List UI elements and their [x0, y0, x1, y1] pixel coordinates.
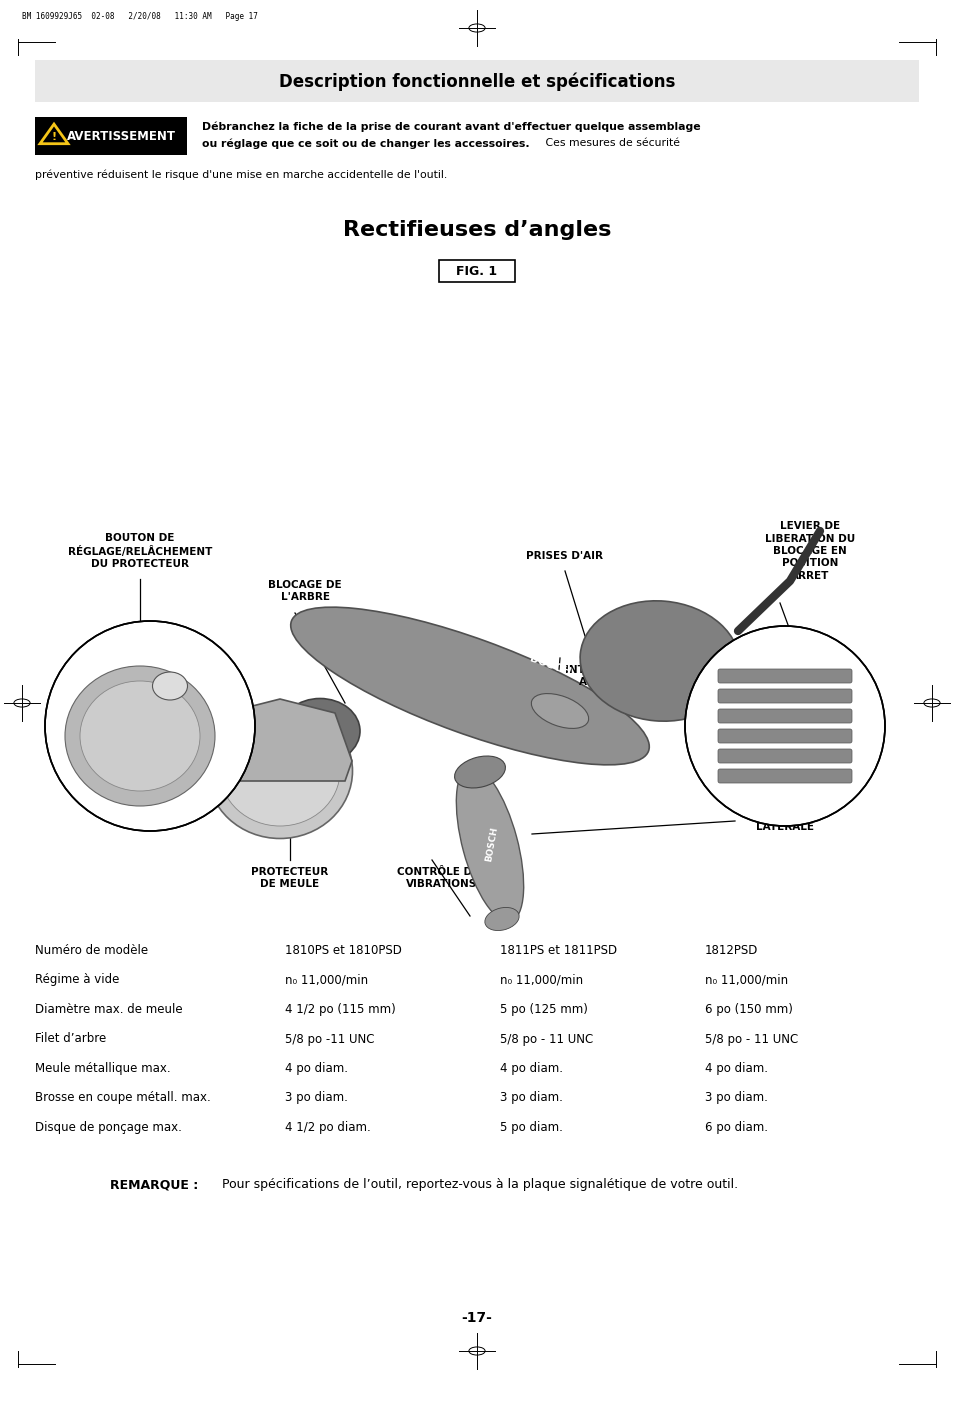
- Text: Meule métallique max.: Meule métallique max.: [35, 1062, 171, 1076]
- FancyBboxPatch shape: [35, 60, 918, 103]
- Text: Diamètre max. de meule: Diamètre max. de meule: [35, 1002, 182, 1017]
- Text: Ces mesures de sécurité: Ces mesures de sécurité: [541, 138, 679, 148]
- FancyBboxPatch shape: [718, 749, 851, 763]
- FancyBboxPatch shape: [439, 260, 514, 283]
- FancyBboxPatch shape: [718, 689, 851, 703]
- Text: 4 1/2 po (115 mm): 4 1/2 po (115 mm): [285, 1002, 395, 1017]
- Ellipse shape: [220, 716, 339, 825]
- FancyBboxPatch shape: [718, 769, 851, 783]
- Text: BOSCH: BOSCH: [527, 654, 572, 678]
- Text: 5 po diam.: 5 po diam.: [499, 1121, 562, 1135]
- Text: 6 po (150 mm): 6 po (150 mm): [704, 1002, 792, 1017]
- Text: -17-: -17-: [461, 1310, 492, 1324]
- Text: LEVIER DE
LIBERATION DU
BLOCAGE EN
POSITION
ARRET: LEVIER DE LIBERATION DU BLOCAGE EN POSIT…: [764, 522, 854, 581]
- Text: n₀ 11,000/min: n₀ 11,000/min: [499, 973, 582, 987]
- Text: INTERRUPTEUR
A PALETTE: INTERRUPTEUR A PALETTE: [564, 665, 655, 688]
- Text: Pour spécifications de l’outil, reportez-vous à la plaque signalétique de votre : Pour spécifications de l’outil, reportez…: [222, 1178, 738, 1191]
- Ellipse shape: [152, 672, 188, 700]
- Text: Description fonctionnelle et spécifications: Description fonctionnelle et spécificati…: [278, 73, 675, 91]
- Ellipse shape: [484, 907, 518, 931]
- Ellipse shape: [455, 756, 505, 787]
- Polygon shape: [210, 699, 352, 780]
- Text: PROTECTEUR
DE MEULE: PROTECTEUR DE MEULE: [251, 868, 328, 889]
- Text: BLOCAGE DE
L'ARBRE: BLOCAGE DE L'ARBRE: [268, 579, 341, 602]
- Text: Régime à vide: Régime à vide: [35, 973, 119, 987]
- Text: Débranchez la fiche de la prise de courant avant d'effectuer quelque assemblage: Débranchez la fiche de la prise de coura…: [202, 121, 700, 132]
- Text: préventive réduisent le risque d'une mise en marche accidentelle de l'outil.: préventive réduisent le risque d'une mis…: [35, 169, 447, 180]
- Text: n₀ 11,000/min: n₀ 11,000/min: [285, 973, 368, 987]
- Text: 5/8 po - 11 UNC: 5/8 po - 11 UNC: [499, 1032, 593, 1046]
- Ellipse shape: [579, 600, 740, 721]
- Text: 5/8 po - 11 UNC: 5/8 po - 11 UNC: [704, 1032, 798, 1046]
- Text: 1810PS et 1810PSD: 1810PS et 1810PSD: [285, 943, 401, 957]
- Text: BM 1609929J65  02-08   2/20/08   11:30 AM   Page 17: BM 1609929J65 02-08 2/20/08 11:30 AM Pag…: [22, 13, 257, 21]
- Ellipse shape: [280, 699, 359, 763]
- Ellipse shape: [291, 607, 649, 765]
- Text: PRISES D'AIR: PRISES D'AIR: [526, 551, 603, 561]
- Text: BOUTON DE
RÉGLAGE/RELÂCHEMENT
DU PROTECTEUR: BOUTON DE RÉGLAGE/RELÂCHEMENT DU PROTECT…: [68, 533, 212, 569]
- Ellipse shape: [531, 693, 588, 728]
- Text: 6 po diam.: 6 po diam.: [704, 1121, 767, 1135]
- Text: 4 po diam.: 4 po diam.: [704, 1062, 767, 1076]
- Text: 1812PSD: 1812PSD: [704, 943, 758, 957]
- Text: !: !: [51, 132, 56, 142]
- Text: 4 po diam.: 4 po diam.: [499, 1062, 562, 1076]
- FancyBboxPatch shape: [35, 117, 187, 155]
- Text: 5/8 po -11 UNC: 5/8 po -11 UNC: [285, 1032, 375, 1046]
- Text: POIGNÉE
LATÉRALE: POIGNÉE LATÉRALE: [755, 810, 813, 832]
- Text: 4 1/2 po diam.: 4 1/2 po diam.: [285, 1121, 371, 1135]
- Ellipse shape: [65, 666, 214, 806]
- Text: Rectifieuses d’angles: Rectifieuses d’angles: [342, 219, 611, 240]
- Text: 1811PS et 1811PSD: 1811PS et 1811PSD: [499, 943, 617, 957]
- FancyBboxPatch shape: [718, 709, 851, 723]
- Text: n₀ 11,000/min: n₀ 11,000/min: [704, 973, 787, 987]
- Ellipse shape: [208, 703, 352, 838]
- Text: ou réglage que ce soit ou de changer les accessoires.: ou réglage que ce soit ou de changer les…: [202, 138, 529, 149]
- Text: 5 po (125 mm): 5 po (125 mm): [499, 1002, 587, 1017]
- Circle shape: [684, 626, 884, 825]
- Text: 3 po diam.: 3 po diam.: [499, 1091, 562, 1105]
- Text: MEULE: MEULE: [95, 792, 134, 801]
- Text: 3 po diam.: 3 po diam.: [285, 1091, 348, 1105]
- Text: 4 po diam.: 4 po diam.: [285, 1062, 348, 1076]
- Polygon shape: [40, 124, 68, 143]
- Text: Filet d’arbre: Filet d’arbre: [35, 1032, 106, 1046]
- FancyBboxPatch shape: [718, 728, 851, 742]
- Text: 3 po diam.: 3 po diam.: [704, 1091, 767, 1105]
- FancyBboxPatch shape: [718, 669, 851, 683]
- Text: CONTRÔLE DES
VIBRATIONS: CONTRÔLE DES VIBRATIONS: [396, 868, 486, 889]
- Text: AVERTISSEMENT: AVERTISSEMENT: [67, 129, 175, 142]
- Text: Disque de ponçage max.: Disque de ponçage max.: [35, 1121, 182, 1135]
- Text: REMARQUE :: REMARQUE :: [110, 1178, 198, 1191]
- Text: Numéro de modèle: Numéro de modèle: [35, 943, 148, 957]
- FancyBboxPatch shape: [35, 290, 918, 830]
- Text: Brosse en coupe métall. max.: Brosse en coupe métall. max.: [35, 1091, 211, 1105]
- Text: FIG. 1: FIG. 1: [456, 264, 497, 277]
- Ellipse shape: [456, 766, 523, 921]
- Ellipse shape: [80, 681, 200, 792]
- Circle shape: [45, 621, 254, 831]
- Text: BOSCH: BOSCH: [484, 825, 499, 862]
